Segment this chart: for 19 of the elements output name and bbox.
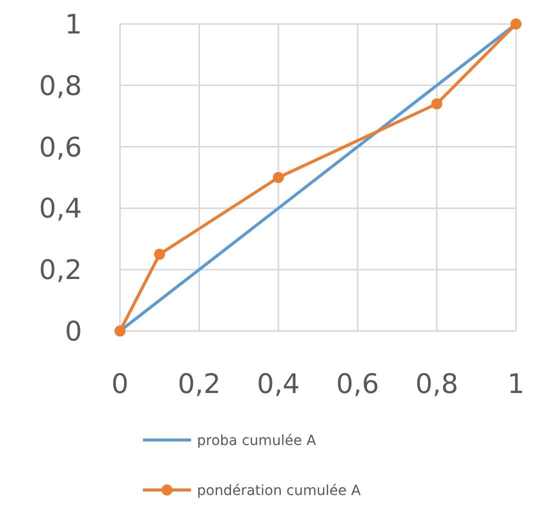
legend-label: proba cumulée A	[197, 432, 316, 449]
x-tick-label: 0,2	[178, 369, 221, 400]
x-tick-label: 0,4	[256, 369, 300, 400]
y-tick-label: 0	[64, 316, 82, 348]
x-tick-label: 0,8	[415, 369, 458, 400]
x-tick-label: 0	[111, 369, 129, 400]
x-tick-label: 0,6	[336, 369, 380, 400]
y-tick-label: 1	[64, 9, 82, 40]
point	[431, 98, 442, 110]
legend-label: pondération cumulée A	[197, 482, 362, 499]
y-tick-label: 0,2	[39, 255, 82, 286]
point	[154, 248, 166, 260]
point	[272, 172, 284, 183]
x-tick-label: 1	[507, 369, 525, 400]
y-tick-label: 0,6	[39, 132, 82, 164]
point	[114, 326, 126, 336]
point	[510, 18, 522, 30]
y-tick-label: 0,4	[39, 194, 82, 225]
y-tick-label: 0,8	[39, 70, 82, 102]
